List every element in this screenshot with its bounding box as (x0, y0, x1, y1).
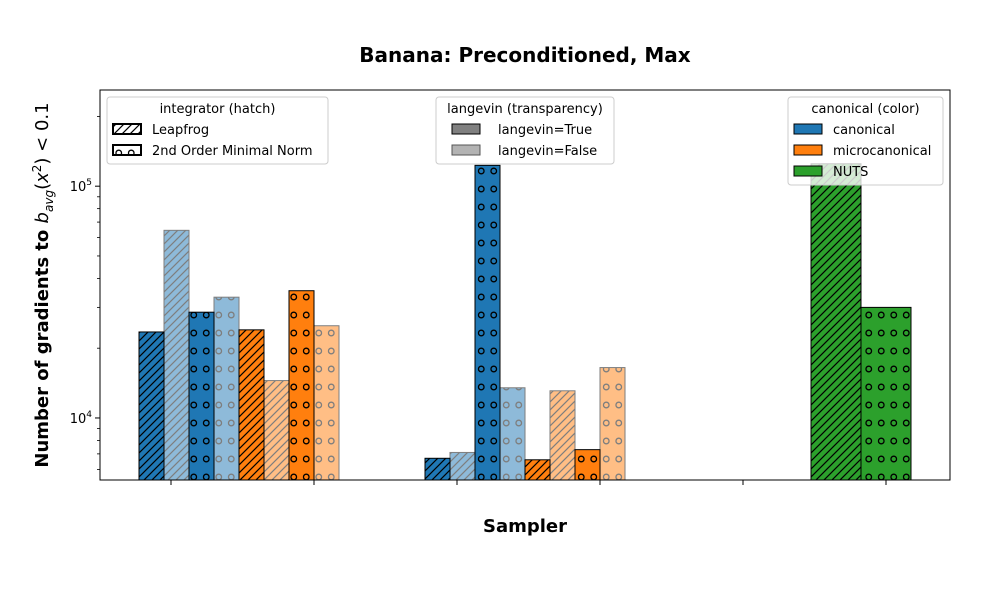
x-ticks (170, 480, 887, 485)
legend: integrator (hatch) Leapfrog 2nd Order Mini… (106, 96, 329, 165)
legends-layer: integrator (hatch) Leapfrog 2nd Order Mini… (106, 96, 944, 186)
legend-entry-label: microcanonical (833, 144, 931, 159)
legend-title: canonical (color) (811, 102, 919, 117)
bar (163, 229, 190, 481)
legend-swatch (793, 144, 823, 156)
bar (213, 296, 240, 481)
bar-hatch (189, 312, 214, 480)
legend-swatch (451, 123, 481, 135)
legend-swatch-hatch (113, 145, 141, 155)
chart-title: Banana: Preconditioned, Max (359, 43, 690, 67)
bar-hatch (600, 367, 625, 480)
y-axis-label: Number of gradients to bavg(x2) < 0.1 (30, 102, 56, 467)
bar-hatch (811, 163, 861, 480)
bar-hatch (525, 459, 550, 480)
legend-title: langevin (transparency) (447, 102, 603, 117)
bar-hatch (214, 297, 239, 480)
bar-hatch (164, 230, 189, 480)
bar-hatch (314, 325, 339, 480)
legend-title: integrator (hatch) (160, 102, 276, 117)
bars-layer (138, 163, 912, 481)
bar (810, 163, 862, 481)
legend-swatch (793, 165, 823, 177)
legend-swatch-hatch (113, 124, 141, 134)
legend-frame (106, 96, 329, 165)
legend-frame (787, 96, 944, 186)
y-ticks: 104 105 (70, 116, 100, 470)
legend-entry-label: langevin=True (498, 123, 592, 138)
bar (238, 329, 265, 481)
bar (574, 449, 601, 481)
legend-swatch (451, 144, 481, 156)
bar (860, 306, 912, 481)
bar (313, 325, 340, 481)
bar-hatch (450, 452, 475, 480)
legend: canonical (color) canonical microcanonical… (787, 96, 944, 186)
bar-hatch (425, 458, 450, 480)
bar-hatch (289, 290, 314, 480)
bar (188, 311, 215, 481)
bar-hatch (264, 380, 289, 480)
bar (449, 451, 476, 481)
bar (474, 164, 501, 481)
plot-frame (99, 89, 951, 481)
bar (524, 459, 551, 481)
legend: langevin (transparency) langevin=True lang… (435, 96, 615, 165)
bar-hatch (575, 449, 600, 480)
x-axis-label: Sampler (483, 516, 567, 537)
legend-swatch-edge (112, 144, 142, 156)
bar (549, 390, 576, 481)
legend-entry-label: langevin=False (498, 144, 597, 159)
bar (599, 367, 626, 481)
legend-swatch (793, 123, 823, 135)
legend-entry-label: 2nd Order Minimal Norm (152, 144, 312, 159)
bar-hatch (861, 307, 911, 480)
legend-entry-label: canonical (833, 123, 895, 138)
y-tick-label: 104 (70, 410, 93, 427)
bar (424, 457, 451, 481)
bar-hatch (239, 329, 264, 480)
y-tick-label: 105 (70, 178, 92, 195)
legend-swatch-edge (112, 123, 142, 135)
bar-hatch (500, 387, 525, 480)
legend-entry-label: Leapfrog (152, 123, 209, 138)
bar (288, 290, 315, 481)
bar (499, 387, 526, 481)
bar (263, 380, 290, 481)
bar (138, 331, 165, 481)
legend-entry-label: NUTS (833, 165, 868, 180)
bar-hatch (475, 165, 500, 481)
bar-hatch (139, 331, 164, 480)
bar-hatch (550, 390, 575, 480)
